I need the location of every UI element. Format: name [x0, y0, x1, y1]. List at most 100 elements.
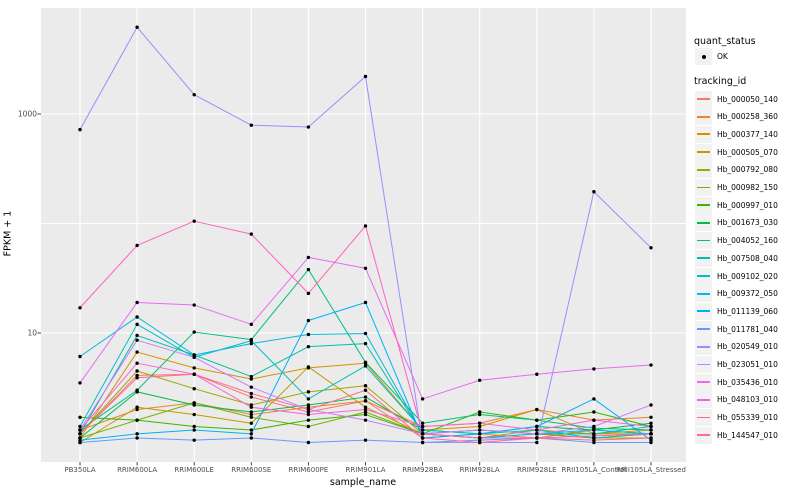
legend-title-tracking-id: tracking_id: [694, 76, 747, 87]
legend-item-label: Hb_000997_010: [717, 200, 778, 210]
data-point: [363, 418, 368, 422]
data-point: [249, 421, 253, 425]
legend-item-Hb_000792_080: Hb_000792_080: [695, 161, 778, 179]
x-tick-label: RRIM928LE: [517, 466, 557, 474]
point-marker-icon: [701, 54, 706, 59]
legend-line-swatch: [697, 310, 710, 313]
data-point: [478, 421, 482, 425]
data-point: [363, 395, 368, 399]
legend-key-box: [695, 409, 712, 427]
legend-item-label: Hb_023051_010: [717, 360, 778, 369]
x-tick-label: RRIM600LA: [117, 466, 158, 474]
legend-line-swatch: [697, 98, 710, 100]
data-point: [592, 397, 596, 401]
legend-line-swatch: [697, 257, 710, 260]
data-point: [306, 344, 311, 349]
data-point: [535, 418, 539, 422]
legend-line-swatch: [697, 381, 710, 384]
data-point: [249, 432, 253, 436]
legend-item-Hb_009372_050: Hb_009372_050: [695, 285, 778, 303]
plot-panel: [41, 8, 686, 462]
legend-item-Hb_000997_010: Hb_000997_010: [695, 196, 778, 214]
legend-item-Hb_001673_030: Hb_001673_030: [695, 214, 778, 232]
legend-item-label: Hb_048103_010: [717, 395, 778, 405]
legend-item-Hb_035436_010: Hb_035436_010: [695, 373, 778, 391]
data-point: [363, 399, 368, 403]
legend-item-label: Hb_001673_030: [717, 218, 778, 228]
data-point: [535, 372, 539, 376]
data-point: [478, 424, 482, 429]
data-point: [363, 331, 368, 336]
x-tick-label: RRIM901LA: [345, 466, 386, 474]
legend-key-box: [695, 214, 712, 232]
data-point: [135, 300, 139, 305]
data-point: [592, 438, 596, 442]
data-point: [535, 424, 539, 429]
y-tick-label: 10: [27, 328, 37, 338]
data-point: [306, 365, 311, 369]
data-point: [535, 428, 539, 432]
legend-key-box: [695, 161, 712, 179]
data-point: [306, 125, 311, 129]
data-point: [249, 436, 253, 440]
data-point: [306, 390, 311, 394]
data-point: [135, 361, 139, 365]
legend-item-quant-status-ok: OK: [695, 48, 728, 65]
legend-item-label: Hb_000050_140: [717, 94, 778, 104]
data-point: [535, 407, 539, 412]
legend-item-label: Hb_009102_020: [717, 271, 778, 281]
data-point: [478, 436, 482, 440]
data-point: [478, 412, 482, 417]
legend-key-box: [695, 285, 712, 303]
data-point: [192, 403, 196, 407]
legend-key-box: [695, 48, 712, 65]
legend-item-Hb_007508_040: Hb_007508_040: [695, 249, 778, 267]
legend-item-Hb_000505_070: Hb_000505_070: [695, 143, 778, 161]
data-point: [649, 424, 653, 429]
data-point: [420, 432, 425, 436]
data-point: [249, 405, 253, 409]
data-point: [649, 415, 653, 419]
data-point: [192, 219, 196, 223]
data-point: [306, 410, 311, 414]
data-point: [478, 378, 482, 382]
data-point: [535, 436, 539, 440]
legend-item-label: Hb_004052_160: [717, 236, 778, 246]
data-point: [192, 438, 196, 442]
legend-key-box: [695, 320, 712, 338]
data-point: [135, 338, 139, 342]
legend-title-quant-status: quant_status: [694, 36, 756, 47]
legend-key-box: [695, 356, 712, 373]
data-point: [306, 397, 311, 401]
data-point: [649, 440, 653, 445]
data-point: [249, 232, 253, 236]
legend-item-Hb_009102_020: Hb_009102_020: [695, 267, 778, 285]
legend-key-box: [695, 302, 712, 320]
data-point: [135, 333, 139, 338]
data-point: [78, 432, 82, 436]
data-point: [249, 322, 253, 327]
data-point: [135, 25, 139, 29]
data-point: [135, 432, 139, 436]
legend-item-label: Hb_055339_010: [717, 413, 778, 423]
data-point: [306, 412, 311, 417]
legend-line-swatch: [697, 239, 710, 242]
data-point: [478, 440, 482, 445]
data-point: [135, 369, 139, 373]
data-point: [249, 428, 253, 432]
data-point: [135, 322, 139, 327]
data-point: [306, 332, 311, 337]
data-point: [135, 243, 139, 248]
data-point: [135, 405, 139, 409]
data-point: [135, 436, 139, 440]
data-point: [249, 410, 253, 414]
legend-key-box: [695, 196, 712, 214]
data-point: [420, 436, 425, 440]
data-point: [363, 360, 368, 365]
data-point: [363, 410, 368, 414]
legend-item-Hb_000982_150: Hb_000982_150: [695, 179, 778, 196]
data-point: [363, 438, 368, 442]
x-tick-label: RRII105LA_Control: [561, 466, 627, 474]
data-point: [649, 428, 653, 432]
